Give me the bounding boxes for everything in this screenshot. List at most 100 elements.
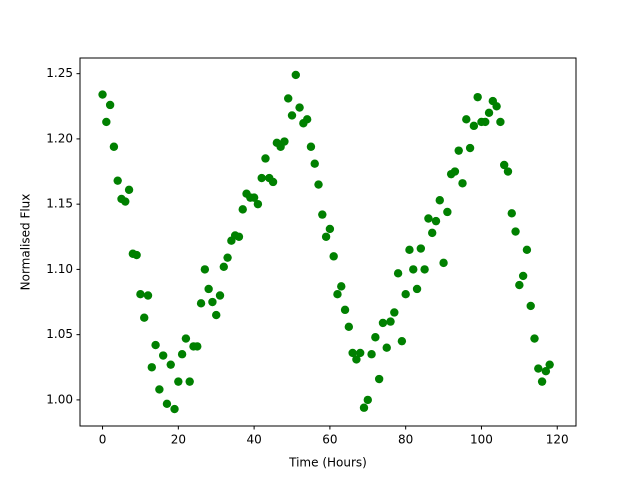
data-point xyxy=(454,146,463,155)
data-point xyxy=(344,322,354,332)
data-point xyxy=(321,232,331,241)
data-point xyxy=(132,250,141,260)
data-point xyxy=(329,252,338,261)
data-point xyxy=(234,232,244,241)
data-point xyxy=(431,216,441,226)
data-point xyxy=(484,108,494,118)
data-point xyxy=(537,377,547,386)
data-point xyxy=(374,374,384,384)
data-point xyxy=(496,117,505,127)
data-point xyxy=(147,363,157,372)
data-point xyxy=(261,154,270,163)
data-point xyxy=(371,333,380,342)
data-point xyxy=(306,142,316,151)
x-tick-label: 60 xyxy=(322,433,337,447)
data-point xyxy=(314,180,323,189)
x-tick-label: 20 xyxy=(171,433,186,447)
data-point xyxy=(515,280,524,290)
data-point xyxy=(121,197,130,206)
data-point xyxy=(333,289,342,299)
data-point xyxy=(435,196,444,205)
data-point xyxy=(204,284,213,294)
data-point xyxy=(541,366,551,376)
data-point xyxy=(439,258,448,268)
data-point xyxy=(450,167,460,176)
data-point xyxy=(170,404,179,414)
data-point xyxy=(155,385,164,394)
data-point xyxy=(208,297,217,307)
data-point xyxy=(363,395,372,405)
data-point xyxy=(530,334,539,343)
data-point xyxy=(352,355,361,364)
data-point xyxy=(462,115,471,124)
data-point xyxy=(518,271,528,281)
data-point xyxy=(98,90,107,99)
data-point xyxy=(367,350,376,359)
data-point xyxy=(386,317,395,326)
data-point xyxy=(215,291,225,300)
data-point xyxy=(302,115,312,124)
data-point xyxy=(257,173,266,183)
x-tick-label: 100 xyxy=(470,433,493,447)
data-point xyxy=(405,245,414,255)
data-point xyxy=(428,228,437,238)
data-point xyxy=(238,205,247,214)
data-point xyxy=(499,160,509,170)
data-point xyxy=(318,210,327,219)
data-point xyxy=(284,94,293,103)
data-point xyxy=(526,301,535,311)
data-point xyxy=(219,262,228,271)
y-tick-label: 1.00 xyxy=(46,392,73,406)
data-point xyxy=(382,343,391,352)
x-tick-label: 0 xyxy=(99,433,107,447)
data-point xyxy=(469,121,479,131)
data-point xyxy=(348,348,357,358)
y-tick-label: 1.05 xyxy=(46,327,73,341)
data-point xyxy=(378,318,388,328)
data-point xyxy=(143,291,153,300)
y-tick-label: 1.10 xyxy=(46,262,73,276)
data-point xyxy=(492,102,501,111)
data-point xyxy=(268,177,278,187)
x-axis-label: Time (Hours) xyxy=(288,456,367,470)
y-tick-label: 1.25 xyxy=(46,66,73,80)
data-point xyxy=(534,364,543,373)
data-point xyxy=(507,209,516,218)
y-tick-label: 1.20 xyxy=(46,131,73,145)
data-point xyxy=(105,100,115,110)
data-point xyxy=(424,214,433,223)
data-point xyxy=(416,244,426,253)
data-point xyxy=(102,117,111,127)
data-point xyxy=(136,289,145,299)
x-tick-label: 120 xyxy=(546,433,569,447)
data-point xyxy=(162,399,172,409)
data-point xyxy=(249,193,259,202)
data-point xyxy=(212,310,221,320)
data-point xyxy=(109,142,119,151)
data-point xyxy=(420,265,429,274)
data-point xyxy=(223,253,232,262)
data-point xyxy=(185,377,194,386)
data-point xyxy=(409,265,418,274)
data-point xyxy=(151,340,160,350)
data-point xyxy=(522,245,532,255)
data-point xyxy=(158,351,168,360)
data-point xyxy=(181,334,191,343)
data-point xyxy=(253,199,263,209)
data-point xyxy=(196,299,206,308)
data-point xyxy=(356,348,365,358)
data-point xyxy=(458,179,467,188)
data-point xyxy=(473,92,482,102)
data-point xyxy=(200,265,210,274)
data-point xyxy=(465,143,475,153)
data-point xyxy=(412,284,422,294)
data-point xyxy=(193,342,202,351)
x-tick-label: 80 xyxy=(398,433,413,447)
data-point xyxy=(287,111,297,120)
data-point xyxy=(443,207,452,217)
data-point xyxy=(177,350,187,359)
data-point xyxy=(481,117,490,127)
data-point xyxy=(295,103,304,112)
data-point xyxy=(166,360,175,369)
